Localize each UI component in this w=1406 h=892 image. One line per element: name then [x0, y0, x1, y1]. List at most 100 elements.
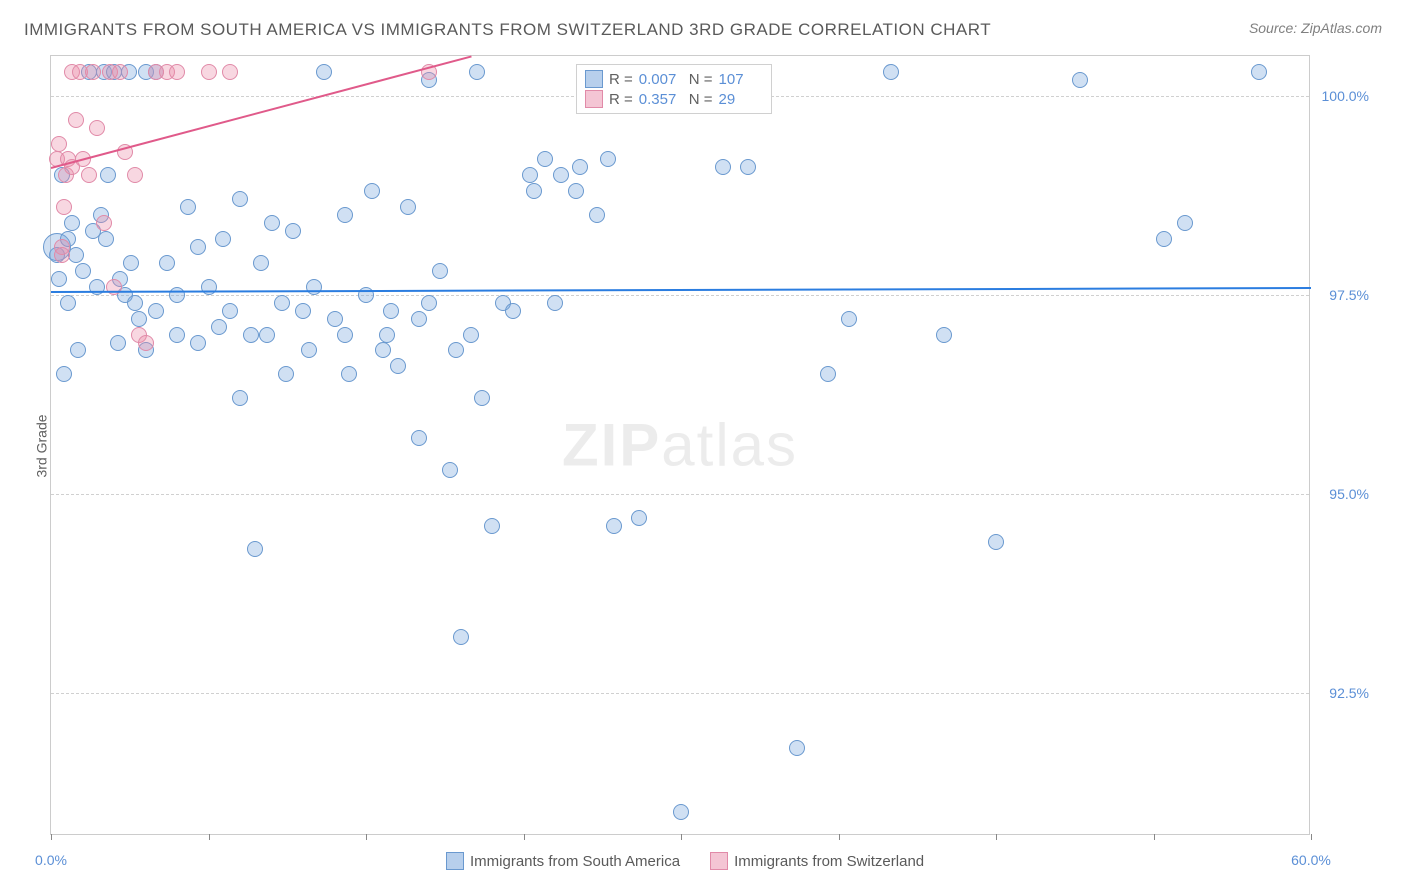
chart-container: IMMIGRANTS FROM SOUTH AMERICA VS IMMIGRA… [0, 0, 1406, 892]
scatter-point [180, 199, 196, 215]
scatter-point [572, 159, 588, 175]
scatter-point [96, 215, 112, 231]
scatter-point [474, 390, 490, 406]
scatter-point [988, 534, 1004, 550]
scatter-point [448, 342, 464, 358]
scatter-point [568, 183, 584, 199]
legend-stats-row: R = 0.007 N = 107 [585, 69, 763, 89]
scatter-point [432, 263, 448, 279]
x-tick [524, 834, 525, 840]
scatter-point [600, 151, 616, 167]
scatter-point [222, 64, 238, 80]
scatter-point [820, 366, 836, 382]
scatter-point [56, 199, 72, 215]
scatter-point [789, 740, 805, 756]
scatter-point [589, 207, 605, 223]
grid-line [51, 693, 1309, 694]
legend-series-label: Immigrants from South America [470, 853, 680, 870]
scatter-point [547, 295, 563, 311]
scatter-point [522, 167, 538, 183]
chart-title: IMMIGRANTS FROM SOUTH AMERICA VS IMMIGRA… [24, 20, 991, 40]
scatter-point [375, 342, 391, 358]
scatter-point [169, 287, 185, 303]
x-tick [839, 834, 840, 840]
x-tick [1311, 834, 1312, 840]
scatter-point [364, 183, 380, 199]
x-tick [209, 834, 210, 840]
scatter-point [148, 303, 164, 319]
scatter-point [316, 64, 332, 80]
scatter-point [537, 151, 553, 167]
legend-series-label: Immigrants from Switzerland [734, 853, 924, 870]
scatter-point [341, 366, 357, 382]
scatter-point [190, 335, 206, 351]
regression-line [51, 287, 1311, 293]
legend-series-item: Immigrants from Switzerland [710, 852, 924, 870]
scatter-point [306, 279, 322, 295]
scatter-point [51, 271, 67, 287]
scatter-point [123, 255, 139, 271]
scatter-point [285, 223, 301, 239]
scatter-point [379, 327, 395, 343]
scatter-point [606, 518, 622, 534]
legend-swatch [446, 852, 464, 870]
x-tick-label: 0.0% [35, 852, 67, 868]
scatter-point [131, 311, 147, 327]
scatter-point [383, 303, 399, 319]
scatter-point [673, 804, 689, 820]
scatter-point [400, 199, 416, 215]
scatter-point [56, 366, 72, 382]
scatter-point [337, 327, 353, 343]
scatter-point [85, 64, 101, 80]
legend-swatch [585, 70, 603, 88]
scatter-point [295, 303, 311, 319]
scatter-point [469, 64, 485, 80]
scatter-point [1251, 64, 1267, 80]
y-tick-label: 100.0% [1322, 88, 1369, 104]
scatter-point [75, 263, 91, 279]
scatter-point [138, 335, 154, 351]
scatter-point [98, 231, 114, 247]
scatter-point [51, 136, 67, 152]
scatter-point [463, 327, 479, 343]
scatter-point [505, 303, 521, 319]
scatter-point [390, 358, 406, 374]
scatter-point [243, 327, 259, 343]
scatter-point [278, 366, 294, 382]
scatter-point [64, 215, 80, 231]
y-tick-label: 92.5% [1329, 685, 1369, 701]
legend-swatch [710, 852, 728, 870]
scatter-point [327, 311, 343, 327]
scatter-point [89, 120, 105, 136]
x-tick [51, 834, 52, 840]
scatter-point [100, 167, 116, 183]
scatter-point [442, 462, 458, 478]
scatter-point [247, 541, 263, 557]
scatter-point [526, 183, 542, 199]
legend-series-item: Immigrants from South America [446, 852, 680, 870]
scatter-point [110, 335, 126, 351]
scatter-point [190, 239, 206, 255]
scatter-point [127, 295, 143, 311]
scatter-point [411, 311, 427, 327]
scatter-point [421, 295, 437, 311]
scatter-point [484, 518, 500, 534]
scatter-point [1072, 72, 1088, 88]
scatter-point [411, 430, 427, 446]
scatter-point [169, 327, 185, 343]
scatter-point [169, 64, 185, 80]
y-axis-label: 3rd Grade [34, 414, 50, 477]
scatter-point [54, 247, 70, 263]
grid-line [51, 295, 1309, 296]
x-tick [1154, 834, 1155, 840]
scatter-point [553, 167, 569, 183]
legend-swatch [585, 90, 603, 108]
x-tick [366, 834, 367, 840]
legend-series: Immigrants from South America Immigrants … [446, 852, 924, 870]
scatter-point [68, 112, 84, 128]
scatter-point [201, 64, 217, 80]
scatter-point [112, 64, 128, 80]
watermark: ZIPatlas [562, 411, 798, 480]
scatter-point [883, 64, 899, 80]
scatter-point [127, 167, 143, 183]
